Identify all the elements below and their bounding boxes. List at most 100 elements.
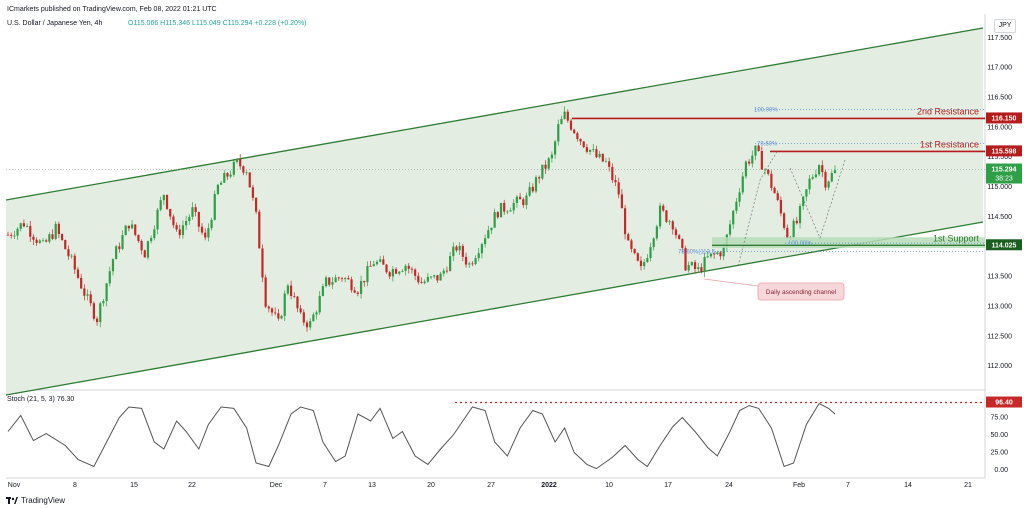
candle: [372, 260, 375, 267]
candle-body: [226, 173, 229, 177]
candle-body: [223, 173, 226, 183]
candle-body: [792, 220, 795, 238]
candle: [121, 230, 124, 251]
candle: [309, 318, 312, 331]
candle: [569, 118, 573, 131]
candle: [226, 172, 229, 181]
candle: [601, 153, 604, 163]
candle-body: [433, 275, 436, 277]
candle: [318, 290, 321, 315]
candle: [598, 150, 601, 159]
candle-body: [738, 192, 741, 202]
candle-body: [833, 170, 837, 174]
candle-body: [744, 161, 748, 177]
candle-body: [426, 276, 429, 282]
candle-body: [185, 221, 188, 226]
candle: [289, 280, 293, 300]
candle: [80, 273, 83, 290]
candle: [509, 207, 512, 212]
candle: [417, 272, 420, 285]
candle-body: [802, 196, 805, 207]
candle: [757, 144, 760, 152]
candle-body: [140, 240, 143, 251]
tag-stoch-level-bg: [986, 396, 1022, 408]
candle-body: [363, 280, 366, 283]
tag-last-price: 115.294: [992, 167, 1017, 174]
candle-body: [697, 267, 700, 270]
candle-body: [130, 224, 134, 229]
candle: [471, 261, 474, 267]
candle-body: [636, 253, 639, 261]
tag-last-price-countdown: 38:23: [995, 176, 1013, 183]
candle-body: [770, 173, 773, 188]
currency-badge[interactable]: JPY: [994, 19, 1016, 33]
candle-body: [51, 234, 54, 239]
candle-body: [73, 255, 76, 270]
candle: [64, 239, 67, 250]
candle: [538, 175, 541, 184]
candle: [146, 240, 150, 260]
candle: [735, 197, 738, 214]
candle-body: [449, 256, 452, 272]
candle: [655, 224, 658, 241]
candle-body: [86, 294, 89, 296]
candle: [296, 295, 299, 313]
time-tick: 7: [323, 482, 327, 489]
candle-body: [45, 240, 48, 242]
candle-body: [324, 277, 328, 287]
candle-body: [484, 238, 487, 245]
candle-body: [474, 258, 477, 265]
candle-body: [452, 246, 455, 257]
candle: [328, 277, 331, 287]
candle-body: [665, 210, 668, 222]
candle: [150, 235, 153, 244]
candle-body: [617, 182, 620, 195]
candle: [821, 160, 824, 178]
candle-body: [735, 201, 738, 211]
candle-body: [388, 272, 391, 277]
candle-body: [420, 282, 423, 284]
time-tick: 20: [427, 482, 435, 489]
candle: [99, 301, 102, 328]
candle: [382, 255, 385, 265]
footer-brand[interactable]: TradingView: [6, 496, 65, 505]
candle-body: [48, 234, 51, 242]
candle: [620, 189, 623, 209]
candle: [805, 188, 808, 202]
time-tick: 10: [605, 482, 613, 489]
candle-body: [716, 252, 719, 255]
candle-body: [127, 225, 130, 229]
fib-top-786-label: 78.60%: [757, 142, 778, 148]
candle-body: [356, 292, 359, 294]
candle: [394, 267, 398, 275]
candle: [627, 232, 630, 241]
candle: [830, 170, 833, 183]
candle: [773, 186, 776, 194]
candle-body: [372, 264, 375, 267]
candle: [608, 157, 611, 172]
candle-body: [824, 171, 827, 188]
candle: [86, 289, 89, 301]
candle: [681, 238, 684, 253]
candle-body: [328, 277, 331, 285]
candle: [477, 248, 480, 262]
candle: [124, 224, 127, 236]
candle: [267, 305, 270, 313]
candle: [709, 253, 713, 259]
candle: [143, 249, 146, 258]
candle-body: [41, 240, 45, 242]
candle: [617, 177, 620, 199]
fib-bot-786-label: 78.60%(113.5...: [678, 250, 720, 256]
candle-body: [817, 165, 821, 175]
candle: [783, 212, 786, 230]
candle: [22, 219, 26, 228]
candle: [652, 237, 655, 251]
candle-body: [722, 247, 725, 257]
candle-body: [633, 248, 636, 254]
candle-body: [805, 189, 808, 197]
candle-body: [175, 225, 178, 230]
candle: [414, 268, 417, 281]
candle: [73, 253, 76, 275]
candle-body: [531, 186, 534, 192]
